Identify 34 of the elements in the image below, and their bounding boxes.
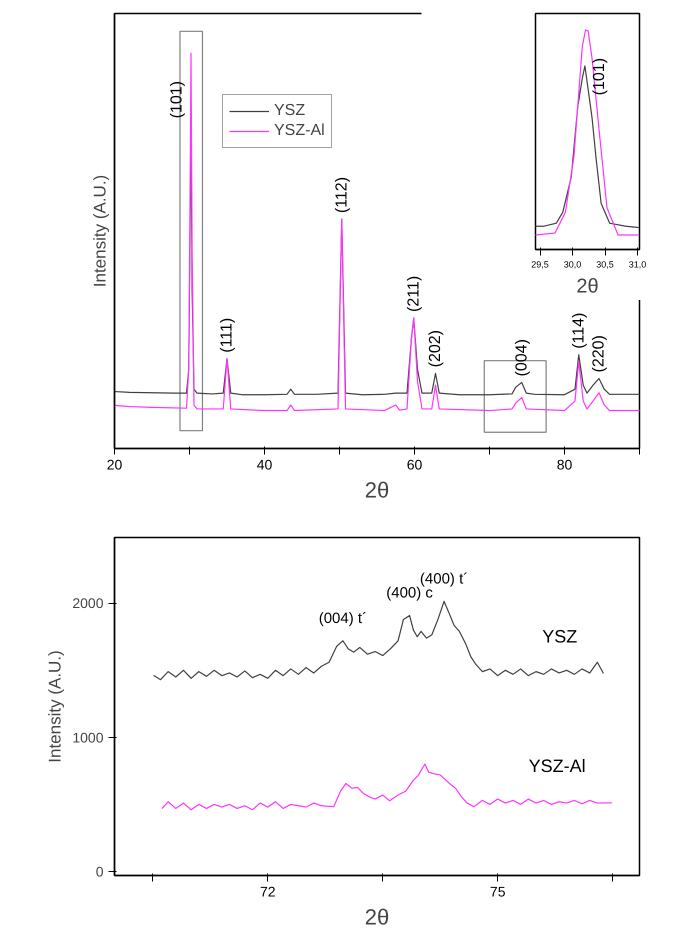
- annotation: (111): [218, 318, 236, 353]
- annotation: (004) t´: [318, 610, 368, 627]
- x-tick-label: 40: [256, 456, 272, 472]
- annotation: (101): [168, 81, 186, 118]
- y-tick-label: 0: [96, 863, 104, 880]
- y-tick-label: 2000: [72, 595, 104, 612]
- annotation: (220): [590, 335, 608, 373]
- x-tick-label: 80: [556, 456, 572, 472]
- x-tick-label: 60: [406, 456, 422, 472]
- annotation: (112): [333, 176, 350, 214]
- annotation: (114): [570, 312, 588, 349]
- annotation: (211): [405, 276, 422, 312]
- x-tick-label: 29,5: [531, 260, 549, 270]
- x-axis-title: 2θ: [364, 904, 390, 930]
- x-tick-label: 30,5: [596, 260, 614, 270]
- series-label: YSZ-Al: [528, 756, 586, 776]
- x-axis-title: 2θ: [364, 478, 390, 502]
- annotation: (101): [591, 58, 608, 96]
- x-tick-label: 20: [106, 456, 122, 472]
- x-axis-title: 2θ: [576, 276, 599, 298]
- y-axis-title: Intensity (A.U.): [90, 174, 110, 288]
- annotation: (400) t´: [420, 570, 468, 588]
- legend-label: YSZ-Al: [274, 122, 325, 140]
- x-tick-label: 75: [490, 884, 506, 900]
- annotation: (004): [513, 339, 530, 376]
- annotation: (202): [427, 330, 444, 368]
- y-tick-label: 1000: [72, 729, 104, 746]
- legend-label: YSZ: [274, 102, 306, 120]
- series-label: YSZ: [542, 626, 578, 646]
- x-tick-label: 72: [260, 884, 276, 900]
- y-axis-title: Intensity (A.U.): [45, 650, 64, 763]
- x-tick-label: 30,0: [564, 260, 582, 270]
- line-series: [152, 600, 604, 680]
- x-tick-label: 31,0: [628, 260, 646, 270]
